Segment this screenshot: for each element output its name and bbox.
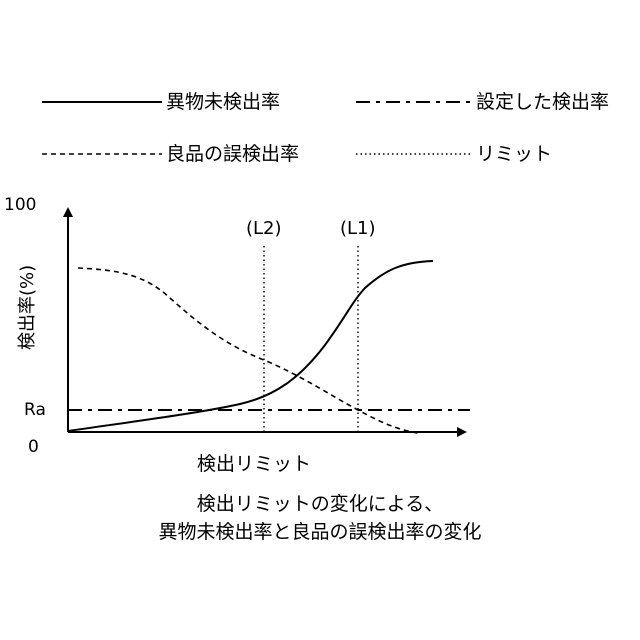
undetected-rate-curve	[68, 261, 433, 431]
marker-l2-label: (L2)	[246, 218, 282, 239]
caption-line-2: 異物未検出率と良品の誤検出率の変化	[0, 518, 640, 546]
y-tick-100: 100	[4, 195, 36, 215]
marker-l1-label: (L1)	[340, 218, 376, 239]
y-axis-title: 検出率(%)	[17, 265, 38, 350]
y-tick-0: 0	[28, 437, 39, 457]
figure-caption: 検出リミットの変化による、 異物未検出率と良品の誤検出率の変化	[0, 490, 640, 546]
caption-line-1: 検出リミットの変化による、	[0, 490, 640, 518]
x-axis-title: 検出リミット	[197, 453, 311, 475]
false-detection-rate-curve	[78, 268, 418, 433]
y-tick-ra: Ra	[24, 400, 46, 420]
